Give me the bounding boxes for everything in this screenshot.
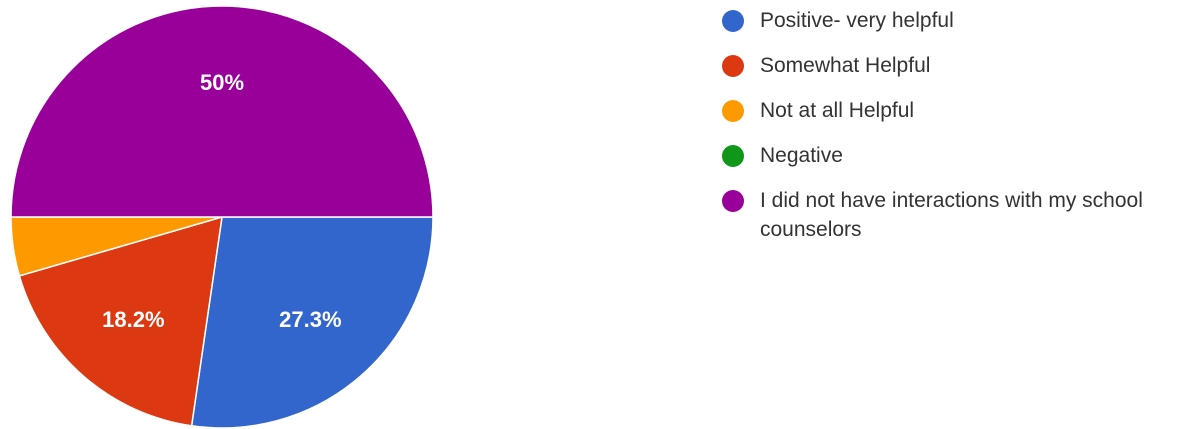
legend-item-positive-very-helpful: Positive- very helpful [722, 6, 1182, 35]
legend-swatch-icon [722, 145, 744, 167]
legend-item-not-at-all-helpful: Not at all Helpful [722, 96, 1182, 125]
slice-data-label-positive-very-helpful: 27.3% [279, 307, 341, 332]
legend-item-somewhat-helpful: Somewhat Helpful [722, 51, 1182, 80]
legend-label: Somewhat Helpful [760, 54, 931, 77]
pie-chart: 27.3% 18.2% 50% [10, 5, 434, 429]
legend-item-i-did-not-have-interactions-with-my-school-counselors: I did not have interactions with my scho… [722, 186, 1182, 244]
legend-label: Positive- very helpful [760, 9, 954, 32]
legend-item-negative: Negative [722, 141, 1182, 170]
legend-swatch-icon [722, 100, 744, 122]
pie-slice-somewhat-helpful [18, 215, 223, 427]
legend-label: I did not have interactions with my scho… [760, 189, 1143, 241]
chart-legend: Positive- very helpful Somewhat Helpful No… [722, 6, 1182, 260]
slice-data-label-somewhat-helpful: 18.2% [102, 307, 164, 332]
slice-data-label-i-did-not-have-interactions-with-my-school-counselors: 50% [200, 70, 244, 95]
legend-swatch-icon [722, 10, 744, 32]
legend-label: Not at all Helpful [760, 99, 915, 122]
pie-slice-positive-very-helpful [190, 216, 434, 429]
legend-swatch-icon [722, 55, 744, 77]
legend-swatch-icon [722, 190, 744, 212]
legend-label: Negative [760, 144, 843, 167]
pie-slice-i-did-not-have-interactions-with-my-school-counselors [10, 5, 434, 218]
